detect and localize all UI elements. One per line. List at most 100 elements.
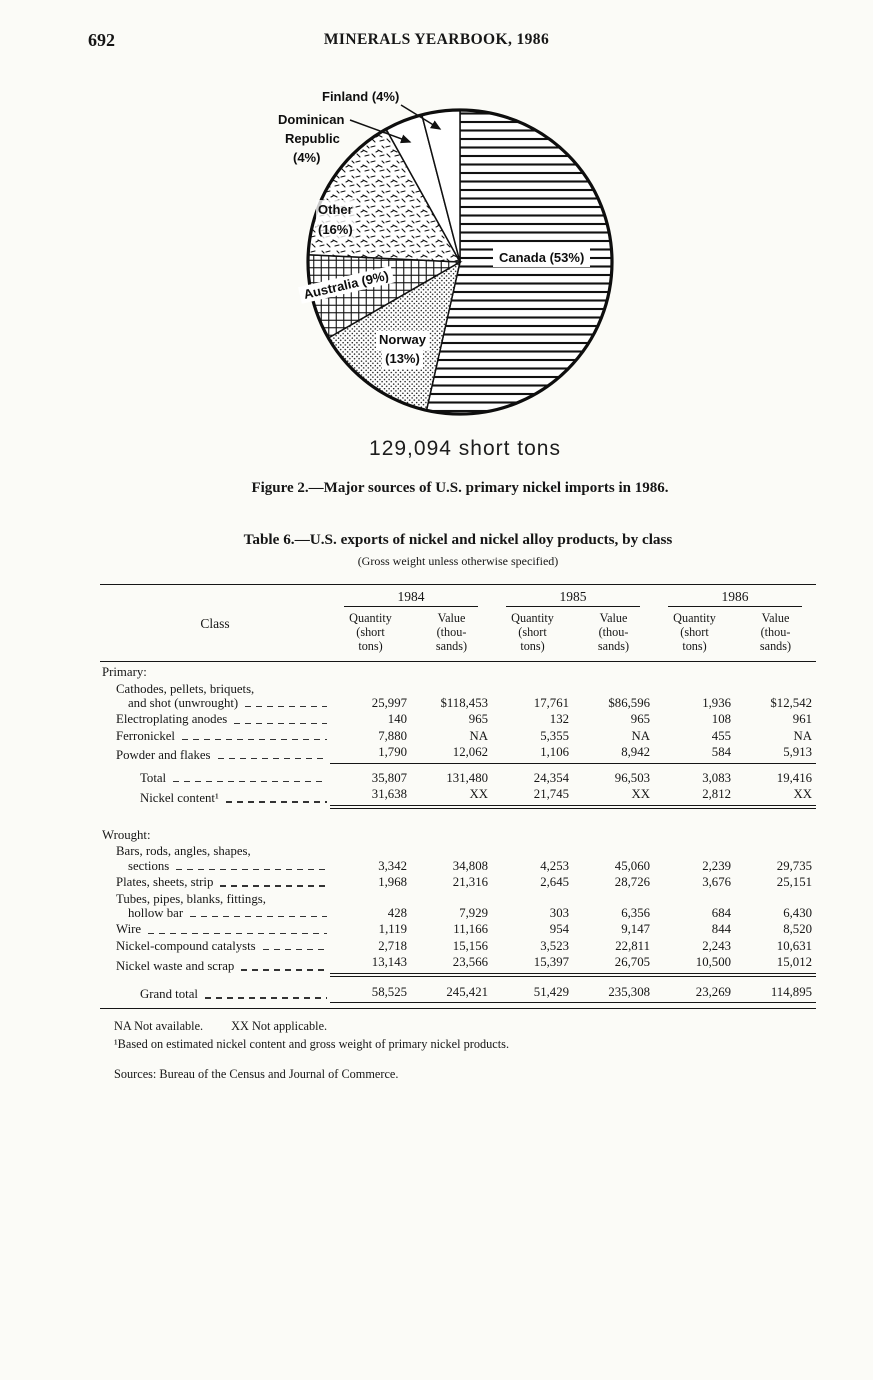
section-heading: Wrought: (102, 827, 151, 842)
leader-dashes (220, 885, 327, 887)
subheader-row: Quantity (short tons) Value (thou- sands… (100, 607, 816, 663)
value-cell: 15,397 (492, 954, 573, 977)
row-label: and shot (unwrought) (128, 696, 239, 710)
value-cell: 15,156 (452, 938, 488, 953)
row-label: sections (128, 858, 170, 873)
row-label: Total (140, 770, 167, 785)
row-class-cell: Powder and flakes (100, 744, 330, 763)
row-label: Plates, sheets, strip (116, 875, 214, 890)
value-cell: 8,942 (573, 744, 654, 764)
spacer-row (100, 807, 816, 825)
page-header-title: MINERALS YEARBOOK, 1986 (323, 31, 550, 48)
value-cell: 303 (549, 905, 569, 920)
value-cell: 11,166 (453, 922, 488, 937)
value-cell: 96,503 (614, 770, 650, 785)
table-header: Class 1984 1985 1986 Quantity (short ton… (100, 587, 816, 663)
leader-dashes (190, 916, 327, 918)
dominican-leader-line (349, 119, 412, 144)
value-cell: 17,761 (533, 696, 569, 710)
value-cell: 7,929 (459, 905, 488, 920)
table-6: Table 6.—U.S. exports of nickel and nick… (100, 531, 816, 1085)
table-body: Primary: Cathodes, pellets, briquets, and … (100, 662, 816, 1004)
table-row: Cathodes, pellets, briquets, and shot (un… (100, 681, 816, 712)
figure-total: 129,094 short tons (369, 437, 561, 460)
value-cell: 26,705 (573, 954, 654, 977)
row-class-cell: Nickel waste and scrap (100, 954, 330, 974)
canada-label: Canada (53%) (493, 248, 591, 267)
value-cell: 108 (711, 712, 731, 727)
value-cell: 19,416 (776, 770, 812, 785)
table-row: Wire 1,119 11,166 954 9,147 844 8,520 (100, 921, 816, 937)
norway-label: Norway (13%) (376, 331, 429, 369)
row-class-cell: Bars, rods, angles, shapes, sections (100, 843, 330, 874)
value-cell: NA (793, 728, 812, 743)
value-cell: 29,735 (776, 858, 812, 873)
value-cell: 31,638 (330, 786, 411, 809)
value-cell: 2,239 (702, 858, 731, 873)
finland-pct: (4%) (371, 89, 400, 104)
value-cell: 131,480 (446, 770, 488, 785)
value-cell: $86,596 (608, 696, 650, 710)
leader-dashes (234, 722, 327, 724)
leader-dashes (245, 706, 327, 708)
row-label: Ferronickel (116, 728, 175, 743)
value-cell: 22,811 (615, 938, 650, 953)
value-cell: 132 (549, 712, 569, 727)
table-title: Table 6.—U.S. exports of nickel and nick… (243, 531, 673, 548)
exports-table: Class 1984 1985 1986 Quantity (short ton… (100, 587, 816, 1004)
value-cell: 1,936 (702, 696, 731, 710)
table-row: Total 35,807 131,480 24,354 96,503 3,083 19,41… (100, 770, 816, 786)
row-label: Nickel waste and scrap (116, 959, 235, 974)
row-label: Wire (116, 922, 142, 937)
value-cell: 12,062 (411, 744, 492, 764)
section-heading: Primary: (102, 665, 147, 680)
value-cell: NA (631, 728, 650, 743)
value-cell: 5,355 (540, 728, 569, 743)
table-row: Nickel content¹ 31,638 XX 21,745 XX 2,812 XX (100, 786, 816, 809)
value-cell: 21,316 (452, 875, 488, 890)
row-class-cell: Nickel-compound catalysts (100, 938, 330, 954)
dominican-pct: (4%) (293, 149, 321, 165)
value-cell: 6,430 (783, 905, 812, 920)
norway-pct: (13%) (382, 349, 423, 369)
value-cell: 428 (387, 905, 407, 920)
pie-chart-figure: Finland (4%) Dominican Republic (4%) Oth… (250, 84, 680, 436)
row-class-cell: Wire (100, 921, 330, 937)
value-cell: 10,631 (776, 938, 812, 953)
value-subheader: Value (thou- sands) (573, 607, 654, 663)
row-label: Powder and flakes (116, 747, 211, 762)
row-class-cell: Grand total (100, 984, 330, 1003)
value-cell: 684 (711, 905, 731, 920)
row-class-cell: Electroplating anodes (100, 711, 330, 727)
table-subtitle: (Gross weight unless otherwise specified… (357, 554, 559, 568)
table-row: Bars, rods, angles, shapes, sections 3,342… (100, 843, 816, 874)
value-cell: 3,083 (702, 770, 731, 785)
leader-dashes (217, 757, 327, 760)
value-cell: 15,012 (735, 954, 816, 977)
value-cell: 3,523 (540, 938, 569, 953)
value-cell: 24,354 (533, 770, 569, 785)
other-pct: (16%) (316, 219, 355, 239)
value-cell: 2,645 (540, 875, 569, 890)
value-cell: 2,718 (378, 938, 407, 953)
spacer-row (100, 975, 816, 984)
value-subheader: Value (thou- sands) (411, 607, 492, 663)
value-cell: 3,342 (378, 858, 407, 873)
row-class-cell: Tubes, pipes, blanks, fittings, hollow ba… (100, 891, 330, 922)
year-header-row: Class 1984 1985 1986 (100, 587, 816, 663)
finland-label: Finland (4%) (322, 89, 399, 104)
leader-dashes (148, 932, 327, 934)
leader-dashes (173, 780, 327, 783)
value-cell: 1,968 (378, 875, 407, 890)
value-cell: 954 (549, 922, 569, 937)
leader-dashes (176, 868, 327, 871)
table-row: Plates, sheets, strip 1,968 21,316 2,645 28,… (100, 874, 816, 890)
table-row: Nickel waste and scrap 13,143 23,566 15,397… (100, 954, 816, 977)
row-class-cell: Nickel content¹ (100, 786, 330, 806)
row-label: Nickel-compound catalysts (116, 938, 256, 953)
value-cell: 35,807 (371, 770, 407, 785)
footnotes: NA Not available. XX Not applicable. ¹Bas… (100, 1019, 816, 1082)
table-bottom-rule (100, 1008, 816, 1010)
quantity-subheader: Quantity (short tons) (492, 607, 573, 663)
